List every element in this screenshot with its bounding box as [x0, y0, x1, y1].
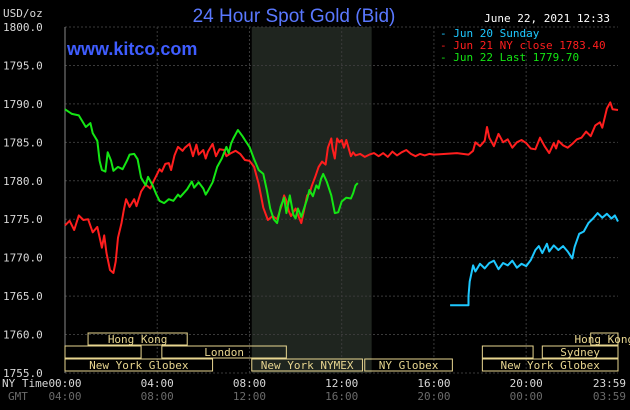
shaded-session-layer [251, 27, 372, 373]
y-tick-label: 1775.0 [3, 213, 43, 226]
x-tick-label-ny: 16:00 [417, 377, 450, 390]
y-tick-label: 1790.0 [3, 98, 43, 111]
session-bar-label: NY Globex [379, 359, 439, 372]
y-tick-label: 1795.0 [3, 59, 43, 72]
timestamp: June 22, 2021 12:33 [484, 12, 610, 25]
x-tick-label-ny: 20:00 [510, 377, 543, 390]
y-tick-label: 1765.0 [3, 290, 43, 303]
legend-entry: - Jun 22 Last 1779.70 [440, 51, 579, 64]
source-watermark: www.kitco.com [66, 39, 197, 59]
series-line [64, 108, 359, 225]
x-tick-label-gmt: 12:00 [233, 390, 266, 403]
x-axis-ny-row-label: NY Time [2, 377, 48, 390]
x-axis-gmt-row-label: GMT [8, 390, 28, 403]
legend: - Jun 20 Sunday - Jun 21 NY close 1783.4… [440, 27, 606, 64]
x-tick-label-gmt: 16:00 [325, 390, 358, 403]
session-bar-segment [481, 345, 534, 359]
y-tick-label: 1780.0 [3, 175, 43, 188]
x-axis: NY Time GMT 00:0004:0004:0008:0008:0012:… [2, 377, 626, 403]
x-tick-label-ny: 04:00 [141, 377, 174, 390]
x-tick-label-ny: 08:00 [233, 377, 266, 390]
session-bar-label: New York Globex [501, 359, 601, 372]
session-bar-label: London [204, 346, 244, 359]
chart-title: 24 Hour Spot Gold (Bid) [193, 6, 396, 27]
session-bar-label: New York Globex [89, 359, 189, 372]
series-layer [64, 101, 619, 307]
session-bar-label: Hong Kong [575, 333, 630, 346]
x-tick-label-gmt: 03:59 [593, 390, 626, 403]
session-bar-label: Sydney [560, 346, 600, 359]
session-bar [64, 358, 214, 372]
series-line [450, 212, 619, 307]
x-tick-label-gmt: 00:00 [510, 390, 543, 403]
x-tick-label-gmt: 20:00 [417, 390, 450, 403]
session-bar-label: New York NYMEX [261, 359, 354, 372]
session-bar [251, 358, 363, 372]
y-tick-label: 1755.0 [3, 367, 43, 380]
session-bar [161, 345, 287, 359]
shaded-session-band [251, 27, 372, 373]
x-tick-label-ny: 23:59 [593, 377, 626, 390]
session-bar [87, 332, 188, 346]
session-bar [590, 332, 619, 346]
x-tick-label-gmt: 04:00 [48, 390, 81, 403]
x-tick-label-ny: 12:00 [325, 377, 358, 390]
session-bar [541, 345, 619, 359]
y-tick-label: 1800.0 [3, 21, 43, 34]
legend-entry: - Jun 20 Sunday [440, 27, 540, 40]
session-bar-label: Hong Kong [108, 333, 168, 346]
y-axis: 1800.0 1795.0 1790.0 1785.0 1780.0 1775.0 1770… [3, 21, 43, 380]
y-tick-label: 1760.0 [3, 329, 43, 342]
grid-layer [64, 26, 618, 374]
y-tick-label: 1785.0 [3, 136, 43, 149]
session-bar-segment [64, 345, 142, 359]
y-tick-label: 1770.0 [3, 252, 43, 265]
legend-entry: - Jun 21 NY close 1783.40 [440, 39, 606, 52]
x-tick-label-gmt: 08:00 [141, 390, 174, 403]
x-tick-label-ny: 00:00 [48, 377, 81, 390]
session-bar [364, 358, 453, 372]
session-bar [481, 358, 619, 372]
y-axis-unit-label: USD/oz [3, 7, 43, 20]
